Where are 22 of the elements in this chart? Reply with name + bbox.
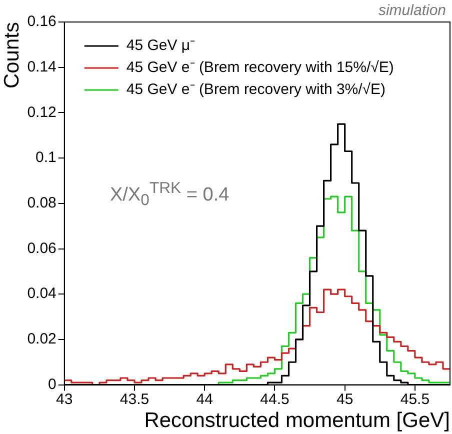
annotation: X/X$_{0}$$^{TRK}$ = 0.4 [110,180,230,210]
y-axis-title: Counts [0,22,24,89]
y-tick-label: 0.08 [27,194,56,212]
x-tick-label: 44.5 [260,390,290,408]
y-tick-label: 0.14 [27,58,56,76]
y-tick-label: 0.1 [36,149,56,166]
legend-label: 45 GeV e⁻ (Brem recovery with 15%/√E) [126,59,394,76]
y-tick-label: 0.16 [27,13,56,30]
legend-label: 45 GeV μ⁻ [126,37,196,54]
y-tick-label: 0.12 [27,104,56,121]
y-tick-label: 0.02 [27,330,56,348]
x-axis-title: Reconstructed momentum [GeV] [144,409,450,432]
y-tick-label: 0.06 [27,240,56,257]
x-tick-label: 45 [336,390,354,408]
y-tick-label: 0 [48,376,56,393]
x-tick-label: 43 [56,390,73,408]
y-tick-label: 0.04 [27,285,56,302]
text: simulation [378,2,446,19]
x-tick-label: 44 [196,390,213,408]
legend-label: 45 GeV e⁻ (Brem recovery with 3%/√E) [126,81,386,98]
x-tick-label: 45.5 [400,390,430,408]
x-tick-label: 43.5 [120,390,150,408]
